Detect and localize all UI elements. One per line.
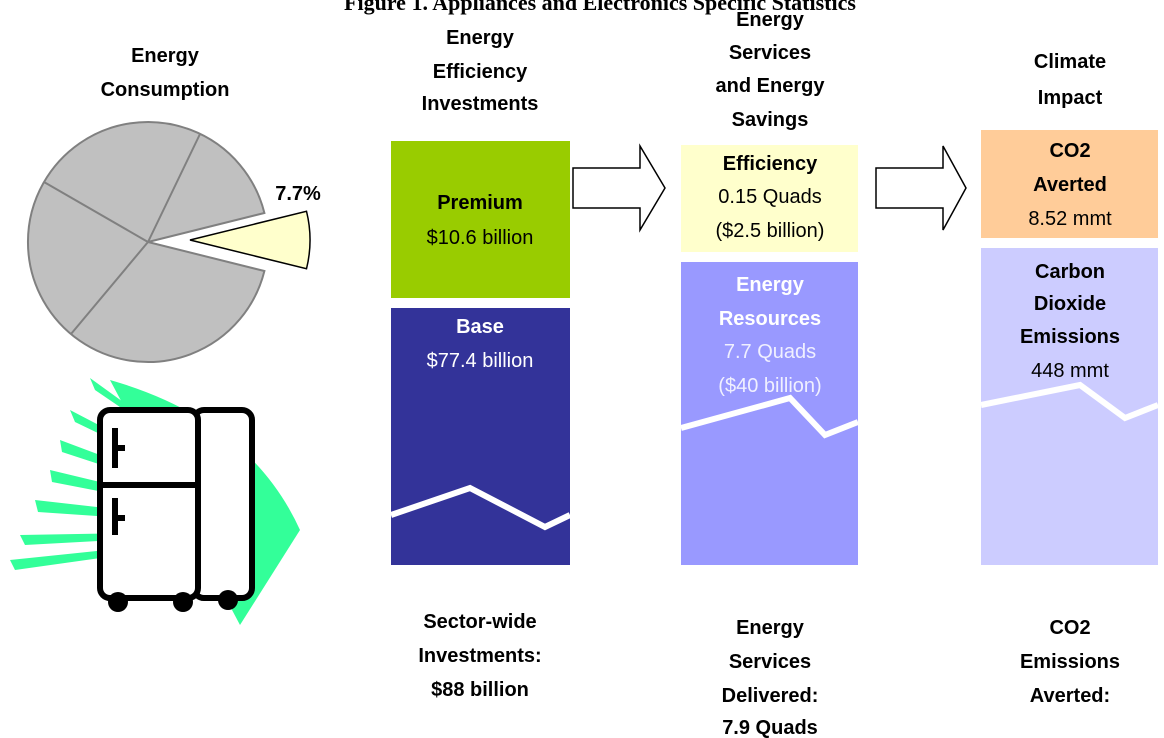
box-title: Efficiency bbox=[723, 153, 818, 175]
column-header: Investments bbox=[422, 93, 539, 115]
column-footer: Emissions bbox=[1020, 651, 1120, 673]
column-header: Climate bbox=[1034, 51, 1106, 73]
column-footer: Sector-wide bbox=[423, 611, 536, 633]
box-title: CO2 bbox=[1049, 140, 1090, 162]
column-footer: Energy bbox=[736, 617, 805, 639]
premium-box bbox=[391, 141, 570, 298]
box-title: Premium bbox=[437, 192, 523, 214]
column-footer: Averted: bbox=[1030, 685, 1110, 707]
pie-label: 7.7% bbox=[275, 183, 321, 205]
box-title: Base bbox=[456, 316, 504, 338]
column-footer: Investments: bbox=[418, 645, 541, 667]
box-title: Averted bbox=[1033, 174, 1107, 196]
box-text: $77.4 billion bbox=[427, 350, 534, 372]
column-header: Energy bbox=[446, 27, 515, 49]
efficiency-box bbox=[681, 145, 858, 252]
box-title: Energy bbox=[736, 274, 805, 296]
wheels bbox=[108, 590, 238, 612]
column-header: Energy bbox=[736, 9, 805, 31]
column-footer: Delivered: bbox=[722, 685, 819, 707]
fridge bbox=[97, 407, 255, 601]
box-title: Carbon bbox=[1035, 261, 1105, 283]
pie-dividers bbox=[43, 133, 201, 335]
pie-highlight bbox=[189, 210, 311, 270]
column-header: Efficiency bbox=[433, 61, 528, 83]
column-footer: 7.9 Quads bbox=[722, 717, 818, 738]
column-footer: Services bbox=[729, 651, 811, 673]
column-header: Impact bbox=[1038, 87, 1103, 109]
box-title: Dioxide bbox=[1034, 293, 1106, 315]
resources-box bbox=[681, 262, 858, 565]
box-text: 8.52 mmt bbox=[1028, 208, 1112, 230]
emissions-box bbox=[981, 248, 1158, 565]
column-header: Savings bbox=[732, 109, 809, 131]
box-text: 448 mmt bbox=[1031, 360, 1109, 382]
co2-averted-box bbox=[981, 130, 1158, 238]
column-footer: CO2 bbox=[1049, 617, 1090, 639]
column-footer: $88 billion bbox=[431, 679, 529, 701]
box-text: ($2.5 billion) bbox=[716, 220, 825, 242]
box-text: ($40 billion) bbox=[718, 375, 821, 397]
pie-header: Energy bbox=[131, 45, 200, 67]
box-text: 0.15 Quads bbox=[718, 186, 821, 208]
title: Figure 1. Appliances and Electronics Spe… bbox=[344, 0, 856, 15]
zigzags bbox=[390, 381, 1160, 531]
box-text: $10.6 billion bbox=[427, 227, 534, 249]
box-text: 7.7 Quads bbox=[724, 341, 816, 363]
column-header: and Energy bbox=[716, 75, 826, 97]
pie-header: Consumption bbox=[101, 79, 230, 101]
column-header: Services bbox=[729, 42, 811, 64]
arrows bbox=[572, 143, 967, 233]
box-title: Resources bbox=[719, 308, 821, 330]
box-title: Emissions bbox=[1020, 326, 1120, 348]
